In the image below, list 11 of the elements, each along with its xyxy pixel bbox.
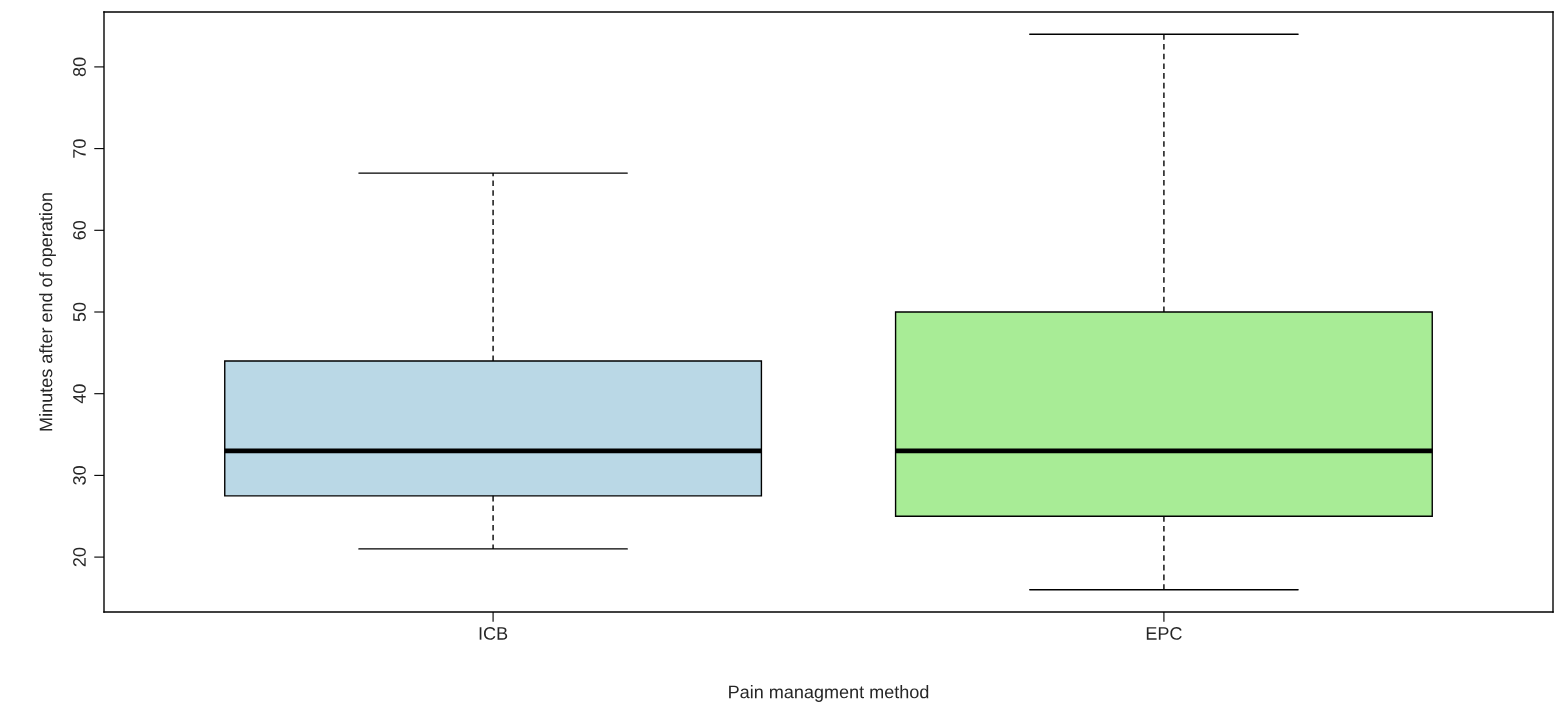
y-tick-label: 20 (73, 547, 86, 567)
y-tick-label: 70 (73, 139, 86, 158)
x-tick-label: ICB (479, 627, 508, 640)
y-tick-label: 50 (73, 302, 86, 322)
x-tick-label: EPC (1146, 627, 1182, 640)
x-axis-title: Pain managment method (729, 685, 929, 702)
y-tick-label: 60 (73, 220, 86, 240)
y-tick-label: 30 (73, 466, 86, 485)
y-axis-title: Minutes after end of operation (39, 193, 56, 431)
y-tick-label: 80 (73, 57, 86, 77)
y-tick-label: 40 (73, 384, 86, 404)
